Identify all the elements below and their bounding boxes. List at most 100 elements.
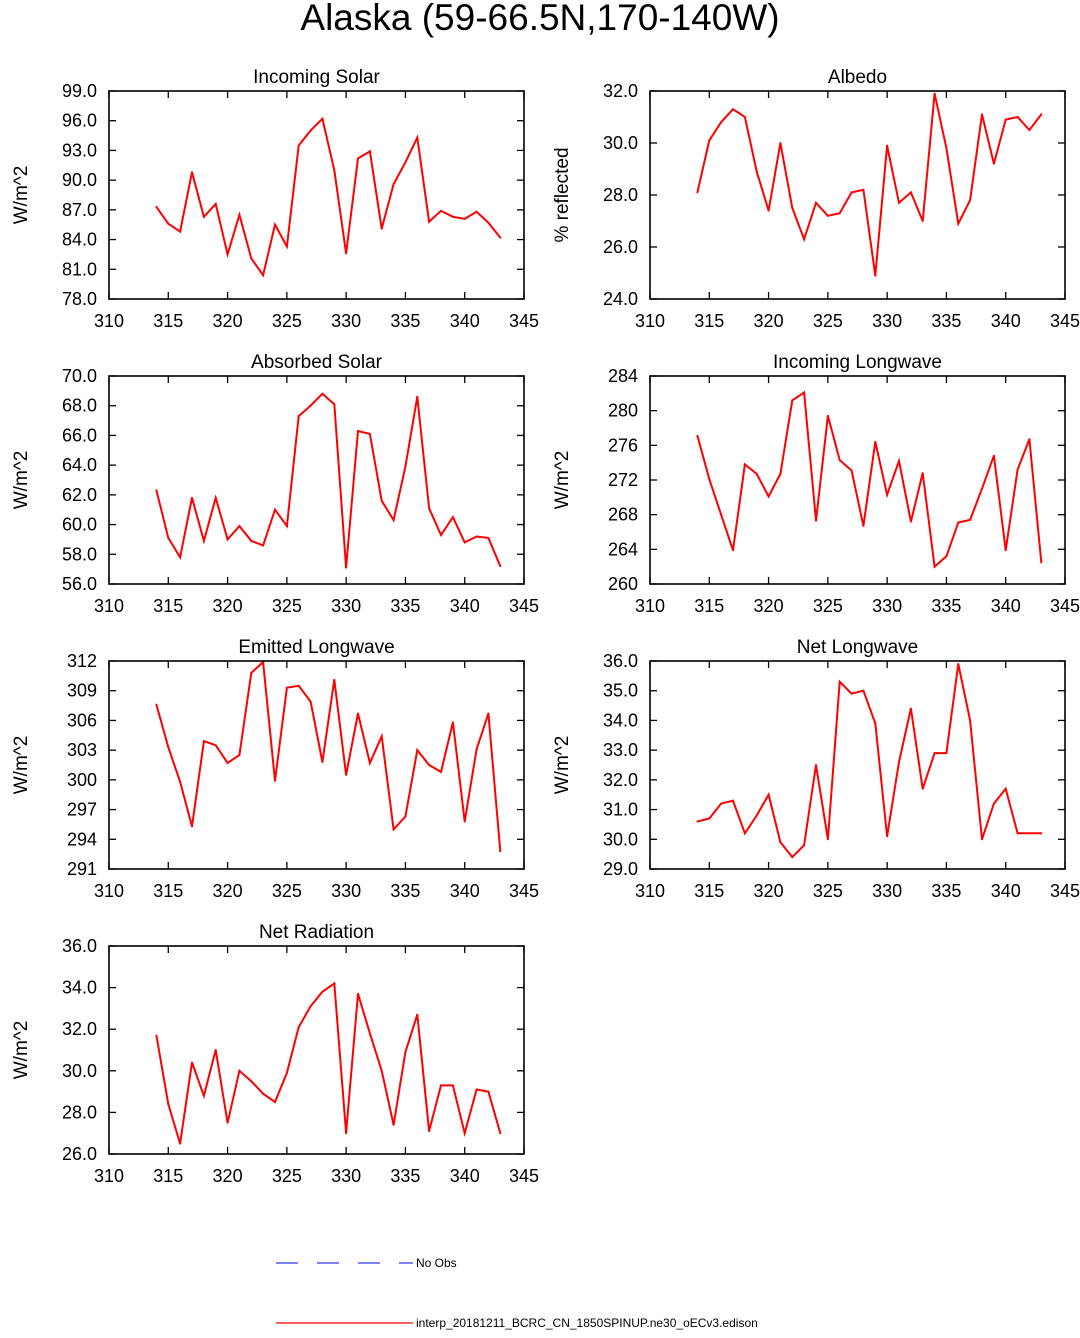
data-point [898, 459, 900, 462]
data-point [392, 183, 395, 186]
y-tick-label: 309 [67, 681, 97, 701]
data-point [992, 162, 995, 165]
data-point [1028, 832, 1031, 835]
data-point [463, 1132, 466, 1135]
data-point [345, 1132, 348, 1135]
data-point [743, 116, 746, 118]
x-tick-label: 335 [390, 596, 420, 616]
y-tick-label: 272 [608, 470, 638, 490]
y-tick-label: 264 [608, 539, 638, 559]
x-tick-label: 320 [213, 1166, 243, 1186]
x-tick-label: 345 [509, 596, 539, 616]
data-point [708, 478, 711, 481]
data-point [838, 680, 841, 683]
data-point [499, 565, 502, 568]
data-point [309, 1005, 312, 1008]
data-point [428, 764, 431, 766]
data-point [428, 507, 431, 510]
data-point [440, 770, 442, 773]
data-point [826, 838, 829, 841]
y-tick-label: 36.0 [603, 651, 638, 671]
data-point [732, 549, 734, 552]
data-point [428, 220, 431, 223]
x-tick-label: 345 [509, 311, 539, 331]
chart-panels: Incoming Solar W/m^2 78.0 81.0 84.0 87.0 90.0 9… [11, 67, 1080, 1186]
data-point [155, 1034, 158, 1037]
data-point [957, 662, 960, 665]
data-point [250, 539, 253, 542]
x-tick-label: 325 [272, 311, 302, 331]
data-point [357, 992, 359, 995]
data-point [803, 844, 806, 847]
x-tick-label: 310 [94, 881, 124, 901]
data-point [416, 1013, 419, 1016]
data-point [475, 748, 478, 751]
data-point [368, 1032, 371, 1035]
chart-panel-6: Net Longwave W/m^2 29.0 30.0 31.0 32.0 33.0 34.… [552, 637, 1080, 901]
data-point [238, 525, 241, 528]
data-point [167, 746, 170, 749]
x-tick-label: 340 [991, 311, 1021, 331]
data-point [274, 1101, 276, 1103]
data-point [202, 539, 205, 542]
data-point [696, 434, 699, 437]
data-point [1004, 118, 1007, 121]
chart-panel-3: Absorbed Solar W/m^2 56.0 58.0 60.0 62.0 64.0 6… [11, 352, 539, 616]
data-point [708, 817, 711, 820]
chart-panel-1: Incoming Solar W/m^2 78.0 81.0 84.0 87.0 90.0 9… [11, 67, 539, 331]
data-point [191, 171, 193, 174]
data-point [850, 692, 853, 695]
data-point [451, 215, 454, 218]
x-tick-label: 330 [872, 881, 902, 901]
x-tick-label: 345 [1050, 881, 1080, 901]
data-point [933, 565, 936, 568]
y-tick-label: 33.0 [603, 740, 638, 760]
x-tick-label: 310 [635, 311, 665, 331]
data-point [1040, 113, 1043, 116]
x-tick-label: 330 [331, 311, 361, 331]
data-point [404, 465, 407, 468]
x-tick-label: 315 [153, 596, 183, 616]
data-point [755, 472, 758, 475]
y-tick-label: 30.0 [62, 1061, 97, 1081]
panel-title: Incoming Solar [253, 67, 380, 88]
panel-title: Albedo [828, 67, 887, 88]
x-tick-label: 310 [635, 881, 665, 901]
y-tick-label: 30.0 [603, 133, 638, 153]
x-tick-label: 310 [94, 1166, 124, 1186]
data-point [874, 440, 877, 443]
y-tick-label: 60.0 [62, 515, 97, 535]
data-point [499, 1132, 502, 1135]
data-point [957, 222, 960, 225]
data-point [155, 205, 158, 208]
data-point [732, 108, 734, 111]
y-tick-label: 28.0 [603, 185, 638, 205]
y-axis-label: W/m^2 [11, 1021, 32, 1080]
x-tick-label: 335 [931, 596, 961, 616]
data-point [779, 841, 782, 844]
x-tick-label: 320 [213, 596, 243, 616]
y-tick-label: 90.0 [62, 170, 97, 190]
data-point [368, 762, 371, 765]
data-point [167, 222, 170, 225]
data-point [826, 214, 829, 217]
x-tick-label: 325 [272, 596, 302, 616]
data-point [969, 199, 972, 202]
chart-panel-4: Incoming Longwave W/m^2 260 264 268 272 276 280… [552, 352, 1080, 616]
data-point [416, 395, 419, 398]
panel-title: Incoming Longwave [773, 352, 942, 373]
data-point [274, 223, 276, 226]
data-point [767, 209, 770, 212]
data-point [767, 495, 770, 498]
y-tick-label: 291 [67, 859, 97, 879]
data-point [285, 686, 288, 689]
data-point [826, 414, 829, 417]
x-tick-label: 315 [153, 881, 183, 901]
y-tick-label: 28.0 [62, 1102, 97, 1122]
data-point [238, 754, 241, 757]
x-tick-label: 340 [991, 596, 1021, 616]
data-point [945, 555, 948, 558]
data-point [357, 429, 359, 432]
data-point [297, 684, 300, 687]
